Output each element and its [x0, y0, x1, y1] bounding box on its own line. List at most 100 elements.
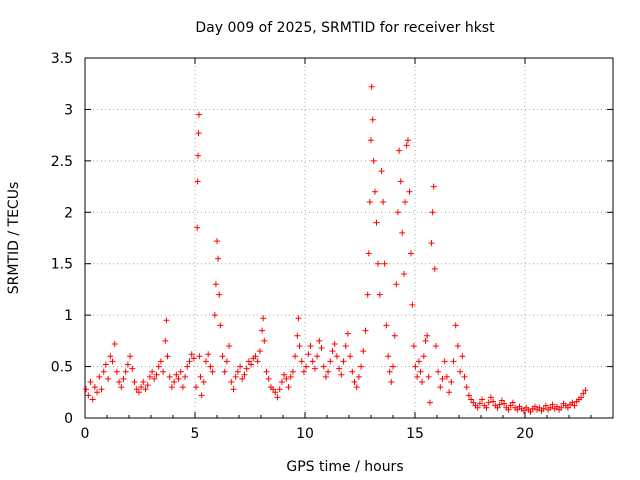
data-point — [454, 343, 461, 349]
data-point — [245, 358, 252, 365]
data-point — [373, 219, 380, 226]
x-tick-label: 10 — [296, 426, 314, 442]
chart-title: Day 009 of 2025, SRMTID for receiver hks… — [195, 20, 495, 36]
data-point — [85, 392, 92, 399]
data-point — [285, 384, 292, 391]
data-point — [254, 358, 261, 365]
data-point — [580, 390, 587, 397]
y-tick-label: 2 — [64, 205, 73, 221]
data-point — [415, 358, 422, 365]
data-point — [207, 363, 214, 370]
data-point — [536, 404, 543, 411]
data-point — [320, 363, 327, 370]
data-point — [509, 399, 516, 406]
data-point — [406, 188, 413, 195]
data-point — [487, 394, 494, 401]
data-point — [409, 301, 416, 308]
x-tick-label: 5 — [191, 426, 200, 442]
data-point — [241, 371, 248, 378]
data-point — [100, 368, 107, 375]
data-point — [388, 379, 395, 385]
data-point — [83, 386, 90, 393]
data-point — [450, 358, 457, 365]
data-point — [340, 358, 347, 365]
data-point — [368, 83, 375, 90]
data-point — [188, 351, 195, 358]
data-point — [422, 337, 429, 344]
data-point — [397, 178, 404, 185]
data-point — [569, 399, 576, 406]
data-point — [483, 404, 490, 411]
data-point — [107, 353, 114, 360]
data-point — [369, 116, 376, 123]
data-point — [190, 355, 197, 362]
data-point — [410, 343, 417, 349]
data-point — [215, 255, 222, 262]
data-point — [399, 229, 406, 236]
data-point — [135, 389, 142, 396]
data-point — [168, 384, 175, 391]
data-point — [173, 371, 180, 378]
data-point — [140, 379, 147, 385]
data-point — [195, 152, 202, 159]
data-point — [256, 348, 263, 355]
data-point — [197, 373, 204, 380]
data-point — [547, 404, 554, 411]
data-point — [91, 384, 98, 391]
data-point — [425, 373, 432, 380]
x-axis-label: GPS time / hours — [286, 459, 403, 475]
data-point — [358, 363, 365, 370]
data-point — [430, 183, 437, 190]
data-point — [243, 365, 250, 372]
data-point — [429, 209, 436, 216]
data-point — [175, 375, 182, 382]
data-point — [274, 394, 281, 401]
data-point — [351, 379, 358, 385]
data-point — [441, 358, 448, 365]
data-point — [468, 396, 475, 403]
data-point — [300, 368, 307, 375]
data-point — [498, 397, 505, 404]
data-point — [322, 373, 329, 380]
data-point — [278, 379, 285, 385]
data-point — [316, 337, 323, 344]
y-tick-label: 0 — [64, 411, 73, 427]
data-point — [380, 199, 387, 205]
data-point — [163, 317, 170, 324]
data-point — [333, 353, 340, 360]
data-point — [549, 401, 556, 408]
data-point — [463, 384, 470, 391]
data-point — [226, 343, 233, 349]
data-point — [234, 368, 241, 375]
data-point — [396, 147, 403, 154]
y-axis-label: SRMTID / TECUs — [6, 182, 22, 295]
data-point — [426, 399, 433, 406]
data-point — [424, 332, 431, 339]
data-point — [349, 368, 356, 375]
data-point — [94, 389, 101, 396]
y-tick-label: 3 — [64, 102, 73, 118]
data-point — [146, 373, 153, 380]
data-point — [276, 386, 283, 393]
data-point — [298, 358, 305, 365]
data-point — [507, 402, 514, 409]
data-point — [347, 353, 354, 360]
data-point — [142, 386, 149, 393]
data-point — [496, 401, 503, 408]
data-point — [527, 408, 534, 415]
data-point — [386, 368, 393, 375]
data-point — [514, 406, 521, 413]
data-point — [578, 394, 585, 401]
data-point — [171, 379, 178, 385]
data-point — [331, 340, 338, 347]
data-point — [329, 348, 336, 355]
data-point — [540, 405, 547, 412]
data-point — [375, 260, 382, 267]
data-point — [219, 353, 226, 360]
data-point — [355, 373, 362, 380]
data-point — [260, 315, 267, 322]
data-point — [404, 137, 411, 144]
data-point — [336, 365, 343, 372]
data-point — [138, 384, 145, 391]
